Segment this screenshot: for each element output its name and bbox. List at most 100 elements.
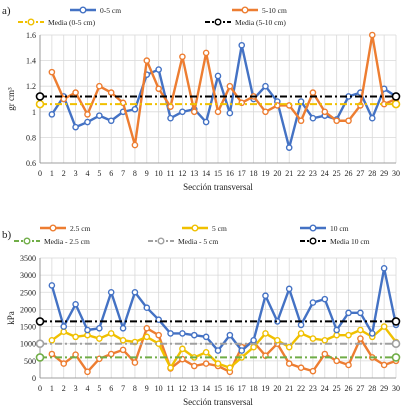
- panel-a-xtick-label: 23: [309, 169, 317, 178]
- panel-b-series-5-cm-point: [274, 336, 281, 344]
- panel-b-legend-media-10-cm-marker: [309, 237, 317, 245]
- panel-b-xtick-label: 11: [167, 384, 175, 393]
- panel-b-legend-10-cm-text: 10 cm: [330, 224, 349, 233]
- panel-b-xtick-label: 14: [202, 384, 210, 393]
- panel-a-series-media-5-10-cm--marker: [391, 92, 401, 101]
- panel-a-xtick-label: 4: [85, 169, 89, 178]
- panel-a-series-0-5-cm-point: [309, 114, 317, 122]
- panel-b-series-10-cm-point: [226, 331, 234, 339]
- panel-b-xtick-label: 3: [74, 384, 78, 393]
- panel-b-ytick-label: 500: [24, 357, 36, 366]
- panel-a-series-0-5-cm-point: [368, 114, 376, 122]
- panel-a-ytick-label: 1.6: [26, 31, 36, 40]
- panel-a-series-5-10-cm-point: [226, 82, 234, 90]
- panel-a-xtick-label: 10: [155, 169, 163, 178]
- panel-b-series-media-5-cm-marker: [391, 339, 401, 349]
- panel-b-series-5-cm-point: [250, 343, 257, 351]
- panel-b-series-5-cm-point: [321, 336, 329, 344]
- panel-a-xtick-label: 29: [380, 169, 388, 178]
- panel-b-series-5-cm-point: [202, 348, 210, 356]
- panel-b-series-media-2-5-cm-marker: [35, 353, 45, 362]
- panel-a-legend-media-5-10-cm--text: Media (5-10 cm): [235, 18, 286, 27]
- panel-b-series-10-cm-point: [190, 331, 198, 339]
- panel-a-series-5-10-cm-point: [72, 89, 79, 96]
- panel-a-series-0-5-cm-point: [179, 108, 186, 116]
- panel-b-ytick-label: 1000: [20, 340, 36, 349]
- panel-b-series-10-cm-point: [309, 299, 317, 306]
- panel-b-legend-2-5-cm-text: 2.5 cm: [70, 224, 91, 233]
- panel-a-xtick-label: 19: [261, 169, 269, 178]
- panel-b-series-2-5-cm-point: [202, 360, 210, 367]
- panel-b-legend-media-2-5-cm-marker: [23, 237, 31, 245]
- panel-a-series-0-5-cm-point: [285, 144, 293, 151]
- panel-a-xtick-label: 18: [250, 169, 258, 178]
- panel-a-label: a): [2, 5, 11, 17]
- panel-b-legend-10-cm-marker: [309, 224, 317, 232]
- panel-b-legend-media-10-cm-text: Media 10 cm: [330, 237, 370, 246]
- panel-b-series-10-cm-point: [143, 304, 151, 312]
- panel-b-series-2-5-cm-point: [333, 357, 340, 365]
- panel-a-series-5-10-cm-point: [96, 82, 103, 90]
- panel-b-series-10-cm-point: [202, 333, 210, 341]
- panel-a-xtick-label: 0: [38, 169, 42, 178]
- panel-a-series-0-5-cm-point: [96, 112, 103, 119]
- panel-a-series-5-10-cm-point: [60, 95, 68, 103]
- panel-b-series-5-cm-point: [167, 364, 174, 372]
- panel-b-series-5-cm-point: [96, 335, 103, 342]
- panel-b-xtick-label: 19: [261, 384, 269, 393]
- panel-a-series-0-5-cm-point: [84, 118, 91, 126]
- panel-a-xtick-label: 15: [214, 169, 222, 178]
- panel-a-xtick-label: 24: [321, 169, 329, 178]
- panel-b-series-2-5-cm-point: [119, 346, 127, 354]
- panel-a-legend-media-5-10-cm--marker: [214, 18, 222, 26]
- panel-a-series-5-10-cm-point: [179, 53, 186, 61]
- panel-b-series-10-cm-point: [345, 309, 352, 317]
- panel-a-xtick-label: 20: [273, 169, 281, 178]
- panel-b-legend-media-2-5-cm-text: Media - 2.5 cm: [44, 237, 90, 246]
- panel-b-ytick-label: 0: [32, 374, 36, 383]
- panel-a-series-0-5-cm-point: [72, 123, 79, 131]
- panel-b-xtick-label: 13: [190, 384, 198, 393]
- panel-a-series-5-10-cm-point: [143, 57, 151, 64]
- panel-b-series-media-10-cm-marker: [391, 317, 401, 326]
- panel-b-series-2-5-cm-point: [107, 350, 115, 358]
- panel-a-xtick-label: 26: [345, 169, 353, 178]
- panel-b-series-10-cm-point: [48, 282, 56, 289]
- panel-b-xtick-label: 12: [178, 384, 186, 393]
- panel-a-xtick-label: 6: [109, 169, 113, 178]
- panel-a-xtick-label: 27: [356, 169, 364, 178]
- panel-b-series-5-cm-point: [226, 364, 234, 372]
- panel-b-series-10-cm-point: [119, 324, 127, 332]
- panel-b-series-5-cm-point: [107, 330, 115, 337]
- panel-b-xtick-label: 0: [38, 384, 42, 393]
- panel-b-series-2-5-cm-point: [84, 368, 91, 376]
- panel-b-series-2-5-cm-point: [380, 361, 388, 369]
- panel-a-xtick-label: 14: [202, 169, 210, 178]
- panel-a-series-5-10-cm-point: [190, 108, 198, 116]
- panel-b-series-media-10-cm-marker: [35, 317, 45, 326]
- panel-a-series-5-10-cm-point: [131, 141, 139, 149]
- panel-a-ytick-label: 0.8: [26, 133, 36, 142]
- panel-a-xtick-label: 16: [226, 169, 234, 178]
- panel-b-series-5-cm-point: [119, 336, 127, 344]
- panel-a-xtick-label: 3: [74, 169, 78, 178]
- panel-b-series-2-5-cm-point: [48, 350, 56, 358]
- panel-b-series-10-cm-point: [167, 330, 174, 337]
- panel-b-xtick-label: 1: [50, 384, 54, 393]
- panel-a-series-0-5-cm-point: [262, 82, 269, 90]
- panel-b-series-5-cm-point: [72, 333, 79, 341]
- panel-b-series-10-cm-point: [285, 285, 293, 293]
- panel-b-series-10-cm-point: [321, 295, 329, 303]
- panel-b-legend-5-cm-marker: [191, 224, 199, 232]
- panel-a-xtick-label: 1: [50, 169, 54, 178]
- panel-b-ytick-label: 3500: [20, 254, 36, 263]
- panel-b-series-2-5-cm-point: [143, 324, 151, 332]
- panel-b-xtick-label: 23: [309, 384, 317, 393]
- panel-b-label: b): [2, 229, 12, 241]
- panel-a-xtick-label: 17: [238, 169, 246, 178]
- panel-b-series-10-cm-point: [155, 316, 162, 324]
- panel-a-series-0-5-cm-point: [107, 117, 115, 125]
- panel-b-xtick-label: 16: [226, 384, 234, 393]
- panel-b-series-2-5-cm-point: [190, 362, 198, 370]
